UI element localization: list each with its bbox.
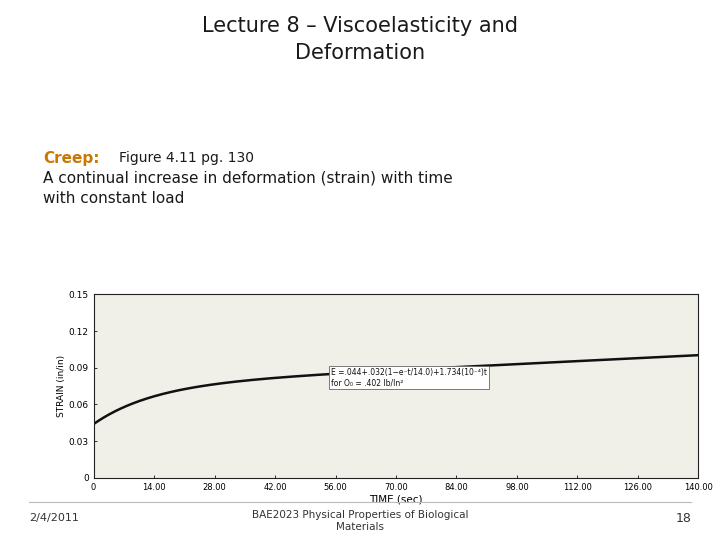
X-axis label: TIME (sec): TIME (sec) [369, 495, 423, 504]
Text: A continual increase in deformation (strain) with time
with constant load: A continual increase in deformation (str… [43, 170, 453, 206]
Y-axis label: STRAIN (in/in): STRAIN (in/in) [57, 355, 66, 417]
Text: Figure 4.11 pg. 130: Figure 4.11 pg. 130 [119, 151, 254, 165]
Text: E =.044+.032(1−e⁻t/14.0)+1.734(10⁻⁴)t
for O₀ = .402 lb/In²: E =.044+.032(1−e⁻t/14.0)+1.734(10⁻⁴)t fo… [331, 368, 487, 387]
Text: 2/4/2011: 2/4/2011 [29, 514, 78, 523]
Text: 18: 18 [675, 512, 691, 525]
Text: Lecture 8 – Viscoelasticity and
Deformation: Lecture 8 – Viscoelasticity and Deformat… [202, 16, 518, 63]
Text: BAE2023 Physical Properties of Biological
Materials: BAE2023 Physical Properties of Biologica… [252, 510, 468, 532]
Text: Creep:: Creep: [43, 151, 99, 166]
